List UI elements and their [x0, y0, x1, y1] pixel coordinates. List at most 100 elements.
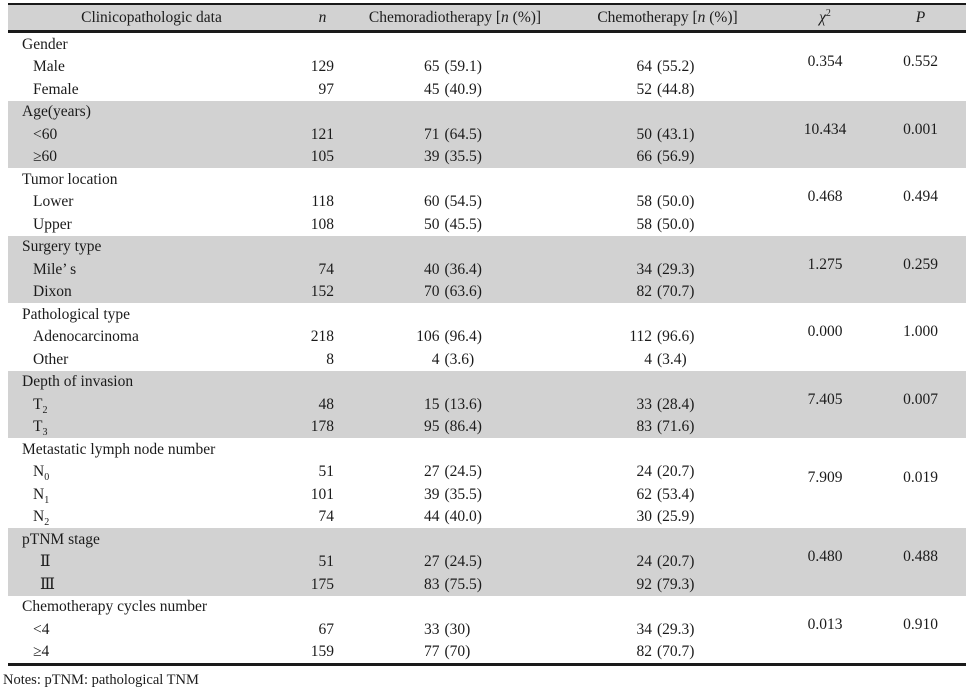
n-cell: 152	[295, 280, 350, 303]
group-metastatic-lymph-node: Metastatic lymph node number 7.909 0.019…	[8, 438, 966, 528]
ct-cell	[560, 438, 775, 461]
group-label-row: pTNM stage 0.480 0.488	[8, 528, 966, 596]
group-label-row: Depth of invasion 7.405 0.007	[8, 370, 966, 438]
p-value-cell: 0.494	[903, 188, 938, 206]
col-header-chemotherapy: Chemotherapy [n (%)]	[560, 4, 775, 33]
group-label-cell: Chemotherapy cycles number	[22, 598, 208, 616]
data-row: T2 48 15 (13.6) 33 (28.4)	[8, 393, 966, 416]
n-cell	[295, 32, 350, 56]
crt-cell: 70 (63.6)	[350, 280, 560, 303]
crt-cell	[350, 370, 560, 393]
group-pathological-type: Pathological type 0.000 1.000 Adenocarci…	[8, 303, 966, 371]
crt-cell	[350, 596, 560, 619]
crt-cell: 15 (13.6)	[350, 393, 560, 416]
chi-square-cell: 1.275	[775, 235, 875, 303]
ct-cell: 50 (43.1)	[560, 123, 775, 146]
group-label-cell: Surgery type	[8, 235, 295, 258]
header-row: Clinicopathologic data n Chemoradiothera…	[8, 4, 966, 33]
n-cell	[295, 235, 350, 258]
n-cell	[295, 168, 350, 191]
crt-cell: 39 (35.5)	[424, 485, 482, 503]
data-row: Other 8 4 (3.6) 4 (3.4)	[8, 348, 966, 371]
n-cell: 118	[311, 193, 334, 211]
ct-cell: 4 (3.4)	[644, 350, 687, 368]
ct-cell: 34 (29.3)	[560, 258, 775, 281]
ct-cell	[560, 100, 775, 123]
crt-cell: 106 (96.4)	[416, 328, 482, 346]
col-header-chemoradiotherapy: Chemoradiotherapy [n (%)]	[350, 4, 560, 33]
n-cell: 101	[310, 485, 334, 503]
n-cell: 105	[295, 145, 350, 168]
data-row: <60 121 71 (64.5) 50 (43.1)	[8, 123, 966, 146]
data-row: N1 101 39 (35.5) 62 (53.4)	[8, 483, 966, 506]
clinicopathologic-table: Clinicopathologic data n Chemoradiothera…	[8, 3, 966, 666]
data-row: Adenocarcinoma 218 106 (96.4) 112 (96.6)	[8, 326, 966, 349]
crt-cell: 65 (59.1)	[424, 58, 482, 76]
group-label-row: Pathological type 0.000 1.000	[8, 303, 966, 341]
crt-cell: 45 (40.9)	[424, 80, 482, 98]
crt-cell: 39 (35.5)	[350, 145, 560, 168]
crt-cell: 50 (45.5)	[424, 215, 482, 233]
chi-square-cell: 0.000	[807, 323, 843, 341]
col-header-n: n	[295, 4, 350, 33]
group-surgery-type: Surgery type 1.275 0.259 Mile’ s 74 40 (3…	[8, 235, 966, 303]
col-header-p-value: P	[875, 4, 966, 33]
group-label-cell: pTNM stage	[8, 528, 295, 551]
n-cell: 48	[295, 393, 350, 416]
crt-cell: 4 (3.6)	[431, 350, 475, 368]
crt-cell	[350, 303, 560, 326]
n-cell: 129	[310, 58, 334, 76]
n-cell	[295, 596, 350, 619]
crt-cell: 95 (86.4)	[350, 415, 560, 438]
chi-square-cell: 0.468	[807, 188, 843, 206]
data-row: T3 178 95 (86.4) 83 (71.6)	[8, 415, 966, 438]
p-value-cell: 0.552	[903, 53, 938, 71]
crt-cell: 27 (24.5)	[350, 550, 560, 573]
n-cell: 97	[318, 80, 335, 98]
ct-cell: 92 (79.3)	[560, 573, 775, 596]
ct-cell: 24 (20.7)	[560, 550, 775, 573]
ct-cell: 52 (44.8)	[636, 80, 695, 98]
n-cell	[295, 370, 350, 393]
data-row: Lower 118 60 (54.5) 58 (50.0)	[8, 191, 966, 214]
row-label-cell: Ⅲ	[8, 573, 295, 596]
data-row: <4 67 33 (30) 34 (29.3)	[8, 618, 966, 641]
crt-cell	[350, 528, 560, 551]
n-cell: 74	[318, 508, 335, 526]
data-row: Mile’ s 74 40 (36.4) 34 (29.3)	[8, 258, 966, 281]
col-header-chi-square: χ2	[775, 4, 875, 33]
row-label-cell: N0	[33, 463, 50, 484]
group-label-row: Chemotherapy cycles number 0.013 0.910	[8, 596, 966, 633]
p-value-cell: 0.910	[903, 615, 938, 633]
crt-cell: 33 (30)	[424, 620, 471, 638]
n-cell: 175	[295, 573, 350, 596]
n-cell: 51	[295, 550, 350, 573]
ct-cell: 112 (96.6)	[629, 328, 695, 346]
row-label-cell: Adenocarcinoma	[33, 328, 139, 346]
ct-cell: 83 (71.6)	[560, 415, 775, 438]
row-label-cell: Lower	[33, 193, 74, 211]
group-age: Age(years) 10.434 0.001 <60 121 71 (64.5)…	[8, 100, 966, 168]
chi-square-cell: 0.354	[807, 53, 843, 71]
data-row: Male 129 65 (59.1) 64 (55.2)	[8, 56, 966, 79]
crt-cell	[350, 168, 560, 191]
group-gender: Gender 0.354 0.552 Male 129 65 (59.1) 64(…	[8, 32, 966, 101]
n-cell: 218	[310, 328, 334, 346]
group-tumor-location: Tumor location 0.468 0.494 Lower 118 60(…	[8, 168, 966, 236]
row-label-cell: N1	[33, 485, 50, 506]
ct-cell	[560, 596, 775, 619]
row-label-cell: Male	[33, 58, 65, 76]
p-value-cell: 0.019	[903, 469, 938, 487]
ct-cell	[560, 168, 775, 191]
row-label-cell: Other	[33, 350, 69, 368]
group-label-cell: Pathological type	[22, 305, 131, 323]
row-label-cell: ≥4	[33, 643, 50, 661]
crt-cell: 27 (24.5)	[424, 463, 482, 481]
crt-cell: 83 (75.5)	[350, 573, 560, 596]
n-cell: 67	[318, 620, 335, 638]
p-value-cell: 0.259	[875, 235, 966, 303]
row-label-cell: Ⅱ	[8, 550, 295, 573]
ct-cell: 66 (56.9)	[560, 145, 775, 168]
group-chemotherapy-cycles: Chemotherapy cycles number 0.013 0.910 <…	[8, 596, 966, 665]
crt-cell: 77 (70)	[424, 643, 471, 661]
